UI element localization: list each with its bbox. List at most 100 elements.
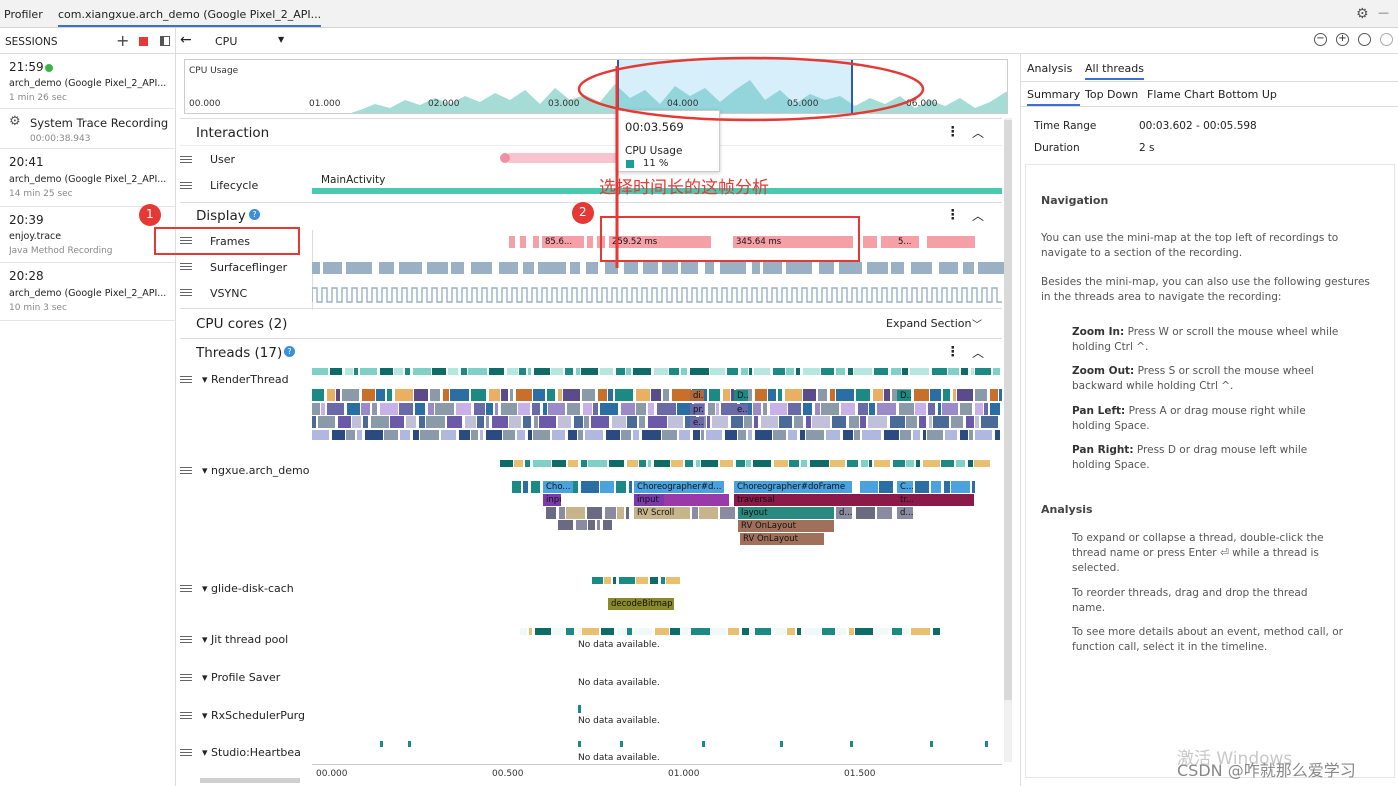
surfaceflinger-bar[interactable]: [538, 262, 566, 274]
surfaceflinger-bar[interactable]: [939, 262, 958, 274]
thread-row-main[interactable]: ▾ ngxue.arch_demo: [180, 463, 1002, 483]
surfaceflinger-bar[interactable]: [839, 262, 862, 274]
surfaceflinger-bar[interactable]: [451, 262, 464, 274]
drag-handle-icon[interactable]: [180, 636, 192, 645]
session-item[interactable]: ⚙ System Trace Recording 00:00:38.943: [0, 109, 175, 149]
minimize-icon[interactable]: —: [1378, 6, 1389, 19]
collapse-icon[interactable]: ︿: [972, 209, 985, 223]
frame-bar[interactable]: 85.6...: [542, 236, 584, 248]
reset-zoom-icon[interactable]: [1358, 33, 1371, 46]
surfaceflinger-track[interactable]: [312, 262, 1006, 274]
surfaceflinger-bar[interactable]: [379, 262, 394, 274]
vertical-scrollbar[interactable]: [1004, 118, 1012, 762]
surfaceflinger-bar[interactable]: [624, 262, 638, 274]
threads-section[interactable]: Threads (17) ? ⋮ ︿: [180, 338, 1002, 364]
surfaceflinger-bar[interactable]: [323, 262, 342, 274]
surfaceflinger-bar[interactable]: [705, 262, 714, 274]
surfaceflinger-bar[interactable]: [786, 262, 812, 274]
surfaceflinger-bar[interactable]: [643, 262, 658, 274]
surfaceflinger-bar[interactable]: [891, 262, 904, 274]
more-icon[interactable]: ⋮: [946, 124, 960, 140]
user-event-bar[interactable]: [505, 153, 625, 163]
surfaceflinger-bar[interactable]: [605, 262, 618, 274]
session-item[interactable]: 20:39 enjoy.trace Java Method Recording: [0, 207, 175, 263]
session-item[interactable]: 20:28 arch_demo (Google Pixel_2_API... 1…: [0, 263, 175, 321]
drag-handle-icon[interactable]: [180, 674, 192, 683]
drag-handle-icon[interactable]: [180, 289, 192, 298]
tab-bottom-up[interactable]: Bottom Up: [1218, 88, 1277, 101]
drag-handle-icon[interactable]: [180, 749, 192, 758]
drag-handle-icon[interactable]: [180, 585, 192, 594]
thread-row-heartbeat[interactable]: ▾ Studio:Heartbea No data available.: [180, 745, 1002, 765]
surfaceflinger-bar[interactable]: [499, 262, 518, 274]
profiler-select[interactable]: CPU ▼: [206, 31, 296, 51]
drag-handle-icon[interactable]: [180, 182, 192, 191]
surfaceflinger-bar[interactable]: [523, 262, 534, 274]
drag-handle-icon[interactable]: [180, 263, 192, 272]
drag-handle-icon[interactable]: [180, 156, 192, 165]
surfaceflinger-bar[interactable]: [662, 262, 678, 274]
frame-bar[interactable]: [520, 236, 526, 248]
surfaceflinger-bar[interactable]: [752, 262, 760, 274]
session-tab[interactable]: com.xiangxue.arch_demo (Google Pixel_2_A…: [58, 8, 322, 27]
gear-icon[interactable]: ⚙: [1356, 6, 1369, 22]
surfaceflinger-bar[interactable]: [346, 262, 372, 274]
drag-handle-icon[interactable]: [180, 376, 192, 385]
collapse-icon[interactable]: ︿: [972, 126, 985, 140]
cpu-minimap[interactable]: CPU Usage 00.000 01.000 02.000 03.000 04…: [184, 59, 1008, 114]
surfaceflinger-bar[interactable]: [427, 262, 448, 274]
frame-bar[interactable]: 259.52 ms: [609, 236, 711, 248]
frame-bar[interactable]: [881, 236, 895, 248]
surfaceflinger-bar[interactable]: [471, 262, 492, 274]
thread-row-renderthread[interactable]: ▾ RenderThread: [180, 372, 1002, 392]
cpu-cores-section[interactable]: CPU cores (2) Expand Section ﹀: [180, 308, 1002, 336]
surfaceflinger-bar[interactable]: [978, 262, 1006, 274]
frame-bar[interactable]: [509, 236, 515, 248]
more-icon[interactable]: ⋮: [946, 207, 960, 223]
interaction-section[interactable]: Interaction ⋮ ︿: [180, 118, 1002, 146]
tab-all-threads[interactable]: All threads: [1085, 62, 1144, 80]
surfaceflinger-bar[interactable]: [681, 262, 698, 274]
surfaceflinger-bar[interactable]: [570, 262, 580, 274]
frame-bar[interactable]: 345.64 ms: [733, 236, 853, 248]
more-icon[interactable]: ⋮: [946, 344, 960, 360]
thread-row-glide[interactable]: ▾ glide-disk-cach: [180, 581, 1002, 601]
surfaceflinger-bar[interactable]: [867, 262, 888, 274]
help-icon[interactable]: ?: [284, 346, 295, 357]
chevron-down-icon[interactable]: ﹀: [972, 320, 982, 331]
surfaceflinger-bar[interactable]: [720, 262, 746, 274]
collapse-icon[interactable]: ︿: [972, 346, 985, 360]
zoom-out-icon[interactable]: −: [1314, 33, 1327, 46]
activity-bar[interactable]: [312, 188, 1002, 194]
frame-bar[interactable]: [863, 236, 877, 248]
frame-bar[interactable]: [533, 236, 539, 248]
minimap-selection[interactable]: [617, 60, 853, 113]
surfaceflinger-bar[interactable]: [963, 262, 974, 274]
surfaceflinger-bar[interactable]: [911, 262, 932, 274]
surfaceflinger-bar[interactable]: [586, 262, 598, 274]
surfaceflinger-bar[interactable]: [819, 262, 834, 274]
help-icon[interactable]: ?: [249, 209, 260, 220]
user-event-dot[interactable]: [500, 153, 510, 163]
tab-analysis[interactable]: Analysis: [1027, 62, 1073, 75]
frame-bar[interactable]: [587, 236, 593, 248]
session-item[interactable]: 21:59 arch_demo (Google Pixel_2_API... 1…: [0, 54, 175, 109]
thread-row-profile-saver[interactable]: ▾ Profile Saver No data available.: [180, 670, 1002, 690]
drag-handle-icon[interactable]: [180, 712, 192, 721]
surfaceflinger-bar[interactable]: [399, 262, 422, 274]
frame-bar[interactable]: [927, 236, 975, 248]
frames-track[interactable]: 85.6... 259.52 ms 345.64 ms 5...: [312, 236, 1002, 248]
add-session-icon[interactable]: +: [116, 31, 130, 50]
surfaceflinger-bar[interactable]: [763, 262, 782, 274]
session-item[interactable]: 20:41 arch_demo (Google Pixel_2_API... 1…: [0, 149, 175, 207]
tab-flame-chart[interactable]: Flame Chart: [1147, 88, 1215, 101]
panel-toggle-icon[interactable]: [160, 36, 170, 46]
tab-top-down[interactable]: Top Down: [1085, 88, 1139, 101]
surfaceflinger-bar[interactable]: [312, 262, 320, 274]
expand-section-button[interactable]: Expand Section: [886, 317, 972, 330]
drag-handle-icon[interactable]: [180, 467, 192, 476]
frame-bar[interactable]: 5...: [895, 236, 919, 248]
pause-icon[interactable]: [1380, 33, 1393, 46]
stop-icon[interactable]: [139, 37, 148, 46]
thread-row-jit[interactable]: ▾ Jit thread pool No data available.: [180, 632, 1002, 652]
